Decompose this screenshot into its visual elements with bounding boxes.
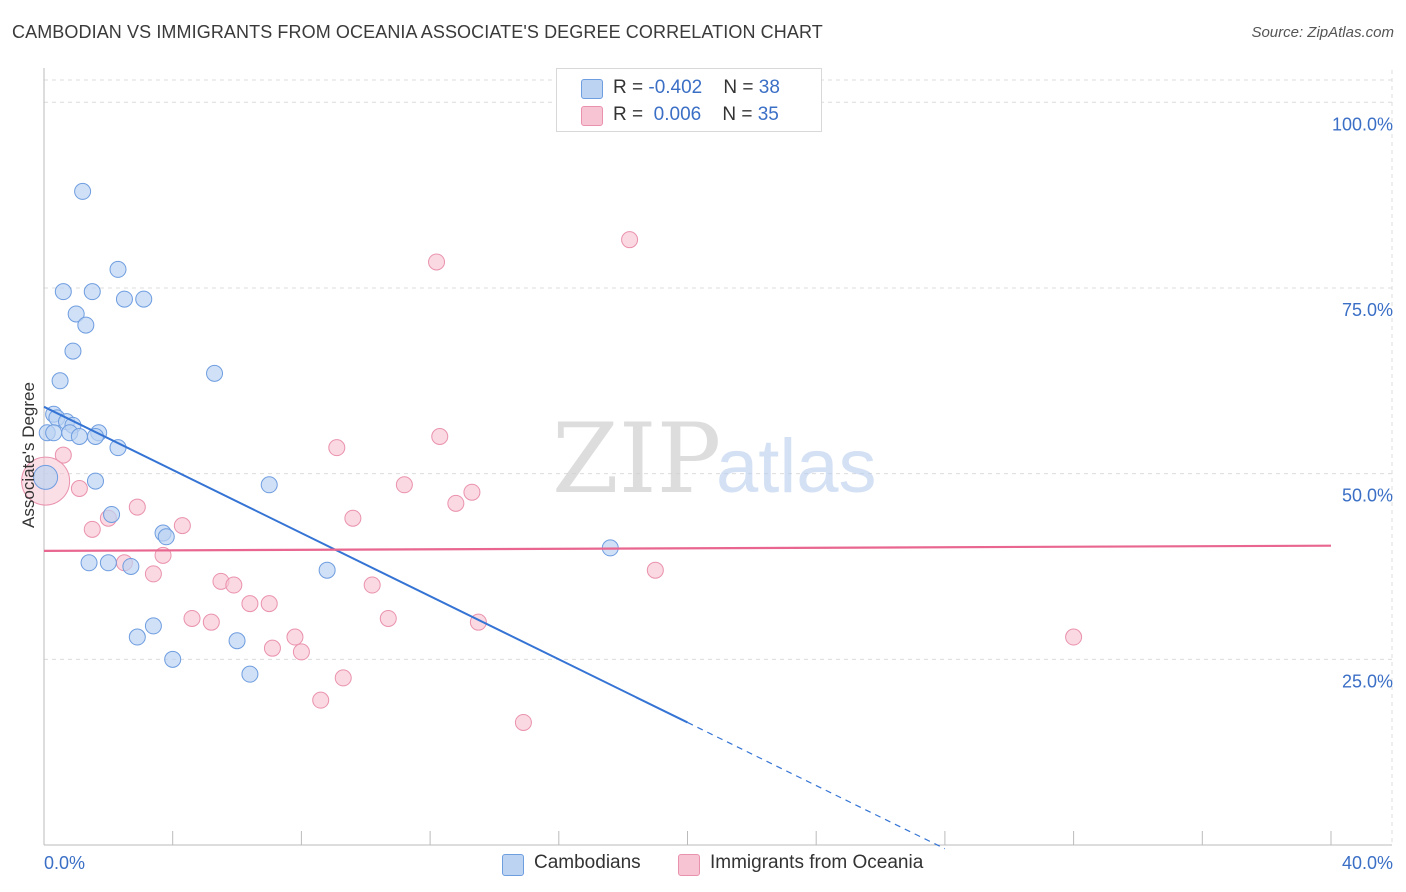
point-cambodian [80, 554, 98, 572]
point-oceania [1065, 628, 1083, 646]
point-cambodian [228, 632, 246, 650]
legend-label-oceania: Immigrants from Oceania [710, 852, 924, 873]
point-cambodian [33, 464, 59, 490]
legend-swatch-blue [581, 79, 603, 99]
point-oceania [646, 561, 664, 579]
point-cambodian [67, 305, 85, 323]
point-oceania [263, 639, 281, 657]
point-oceania [463, 483, 481, 501]
point-oceania [379, 609, 397, 627]
trend-line-cambodians [43, 405, 688, 724]
point-oceania [363, 576, 381, 594]
point-oceania [83, 520, 101, 538]
point-cambodian [64, 342, 82, 360]
point-cambodian [103, 505, 121, 523]
trend-line-cambodians-extrapolated [687, 721, 946, 850]
grid-layer [44, 70, 1393, 845]
trend-line-oceania [43, 544, 1332, 552]
point-cambodian [51, 372, 69, 390]
legend-swatch-pink [581, 106, 603, 126]
point-oceania [328, 439, 346, 457]
point-oceania [431, 428, 449, 446]
watermark: ZIP atlas [552, 403, 877, 515]
point-cambodian [99, 554, 117, 572]
point-cambodian [122, 557, 140, 575]
x-tick-label: 40.0% [1342, 853, 1393, 873]
legend-swatch-pink [678, 854, 700, 876]
legend-r-value: 0.006 [648, 104, 702, 125]
legend-r-label: R = [613, 104, 649, 125]
y-axis-label: Associate's Degree [19, 382, 38, 528]
y-tick-label: 100.0% [1332, 114, 1393, 134]
point-cambodian [164, 650, 182, 668]
y-tick-label: 25.0% [1342, 671, 1393, 691]
point-oceania [225, 576, 243, 594]
chart-title: CAMBODIAN VS IMMIGRANTS FROM OCEANIA ASS… [12, 22, 823, 42]
trend-lines [43, 405, 1332, 850]
stats-legend: R = -0.402 N = 38 R = 0.006 N = 35 [556, 68, 822, 132]
legend-swatch-blue [502, 854, 524, 876]
y-tick-label: 50.0% [1342, 486, 1393, 506]
point-oceania [173, 517, 191, 535]
legend-r-label: R = [613, 77, 649, 98]
point-cambodian [241, 665, 259, 683]
point-oceania [621, 231, 639, 249]
point-oceania [428, 253, 446, 271]
watermark-atlas: atlas [716, 424, 877, 509]
point-cambodian [135, 290, 153, 308]
source-credit: Source: ZipAtlas.com [1251, 24, 1394, 41]
points-immigrants-from-oceania [21, 231, 1083, 731]
legend-label-cambodians: Cambodians [534, 852, 641, 873]
point-oceania [202, 613, 220, 631]
point-cambodian [45, 424, 63, 442]
point-oceania [241, 595, 259, 613]
legend-n-value: 35 [757, 104, 779, 125]
point-cambodian [109, 260, 127, 278]
legend-n-value: 38 [758, 77, 780, 98]
points-cambodians [33, 182, 619, 683]
axis-labels: 25.0% 50.0% 75.0% 100.0% 0.0% 40.0% [44, 114, 1393, 873]
point-oceania [447, 494, 465, 512]
point-cambodian [115, 290, 133, 308]
legend-r-value: -0.402 [648, 77, 703, 98]
point-oceania [514, 713, 532, 731]
x-tick-label: 0.0% [44, 853, 85, 873]
legend-n-label: N = [722, 104, 758, 125]
point-cambodian [144, 617, 162, 635]
axis-layer [43, 68, 1392, 846]
point-oceania [312, 691, 330, 709]
point-oceania [260, 595, 278, 613]
point-oceania [54, 446, 72, 464]
point-cambodian [86, 428, 104, 446]
point-cambodian [260, 476, 278, 494]
point-cambodian [206, 364, 224, 382]
point-oceania [292, 643, 310, 661]
point-oceania [128, 498, 146, 516]
point-cambodian [70, 428, 88, 446]
point-cambodian [54, 283, 72, 301]
point-cambodian [77, 316, 95, 334]
point-cambodian [74, 182, 92, 200]
legend-n-label: N = [723, 77, 759, 98]
point-cambodian [86, 472, 104, 490]
y-tick-label: 75.0% [1342, 300, 1393, 320]
point-cambodian [318, 561, 336, 579]
point-oceania [144, 565, 162, 583]
point-cambodian [128, 628, 146, 646]
point-cambodian [157, 528, 175, 546]
point-oceania [395, 476, 413, 494]
point-oceania [183, 609, 201, 627]
point-cambodian [83, 283, 101, 301]
watermark-zip: ZIP [552, 403, 721, 515]
point-oceania [70, 479, 88, 497]
point-oceania [286, 628, 304, 646]
point-oceania [334, 669, 352, 687]
point-oceania [344, 509, 362, 527]
